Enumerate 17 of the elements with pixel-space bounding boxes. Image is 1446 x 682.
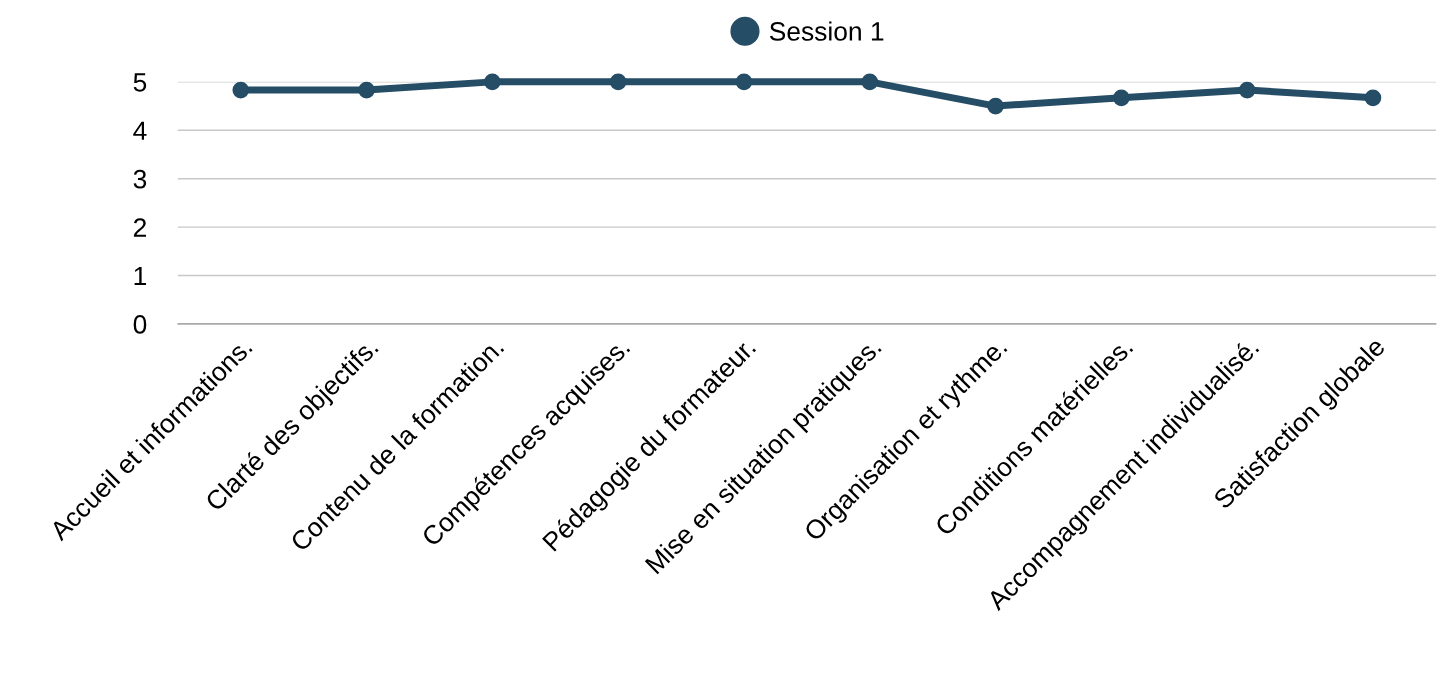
point — [484, 73, 501, 91]
point — [735, 73, 753, 91]
y-tick-label: 5 — [133, 73, 147, 92]
point — [861, 73, 879, 91]
point — [358, 81, 375, 99]
y-tick-label: 4 — [133, 121, 147, 140]
point — [1113, 89, 1130, 107]
legend-label: Session 1 — [769, 21, 884, 41]
point — [609, 73, 627, 91]
point — [1364, 89, 1382, 107]
point — [987, 97, 1004, 115]
y-tick-label: 0 — [133, 315, 147, 334]
y-tick-label: 1 — [134, 266, 147, 286]
y-tick-label: 2 — [133, 218, 146, 237]
y-tick-label: 3 — [133, 169, 147, 189]
point — [232, 81, 250, 99]
point — [1238, 81, 1256, 99]
